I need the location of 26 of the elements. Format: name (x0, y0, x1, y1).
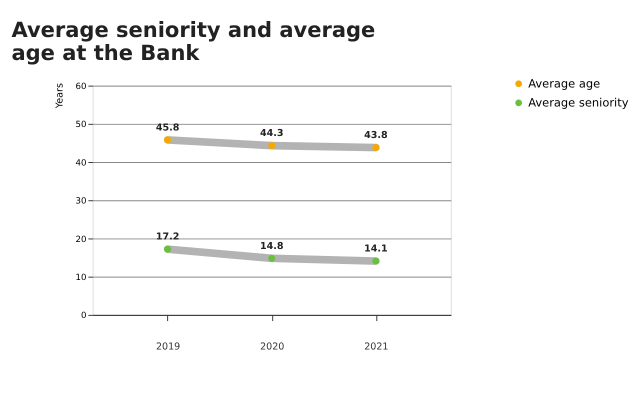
y-tick-label: 10 (76, 273, 86, 284)
chart-title: Average seniority and average age at the Bank (11, 16, 376, 65)
y-tick-label: 50 (76, 120, 86, 130)
data-label: 43.8 (364, 130, 388, 141)
x-tick-label: 2020 (260, 342, 284, 353)
point (268, 142, 276, 150)
x-tick-label: 2021 (364, 342, 388, 353)
data-label: 14.1 (364, 243, 388, 254)
data-label: 44.3 (260, 128, 284, 140)
point (268, 254, 276, 262)
y-tick-label: 30 (76, 196, 86, 207)
y-axis-title: Years (54, 83, 66, 110)
data-label: 45.8 (156, 122, 180, 134)
data-label: 14.8 (260, 240, 284, 252)
point (372, 257, 380, 265)
point (164, 136, 172, 144)
point (372, 144, 380, 152)
y-tick-label: 40 (76, 158, 86, 168)
legend-label: Average age (528, 76, 600, 91)
legend-label: Average seniority (528, 96, 629, 110)
y-tick-label: 20 (76, 234, 86, 245)
x-tick-label: 2019 (156, 342, 180, 353)
point (164, 246, 172, 253)
y-tick-label: 0 (80, 311, 86, 322)
y-tick-label: 60 (76, 82, 86, 92)
data-label: 17.2 (156, 232, 180, 243)
